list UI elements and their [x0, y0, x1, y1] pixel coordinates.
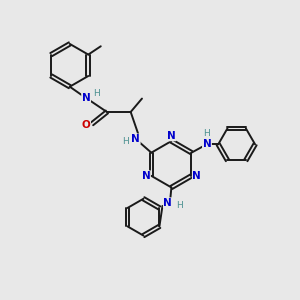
Text: N: N: [164, 198, 172, 208]
Text: O: O: [82, 120, 91, 130]
Text: H: H: [93, 89, 100, 98]
Text: N: N: [167, 131, 176, 141]
Text: H: H: [176, 201, 182, 210]
Text: N: N: [131, 134, 140, 144]
Text: N: N: [142, 171, 150, 181]
Text: H: H: [203, 130, 210, 139]
Text: N: N: [82, 93, 91, 103]
Text: H: H: [122, 137, 129, 146]
Text: N: N: [202, 140, 211, 149]
Text: N: N: [193, 171, 201, 181]
